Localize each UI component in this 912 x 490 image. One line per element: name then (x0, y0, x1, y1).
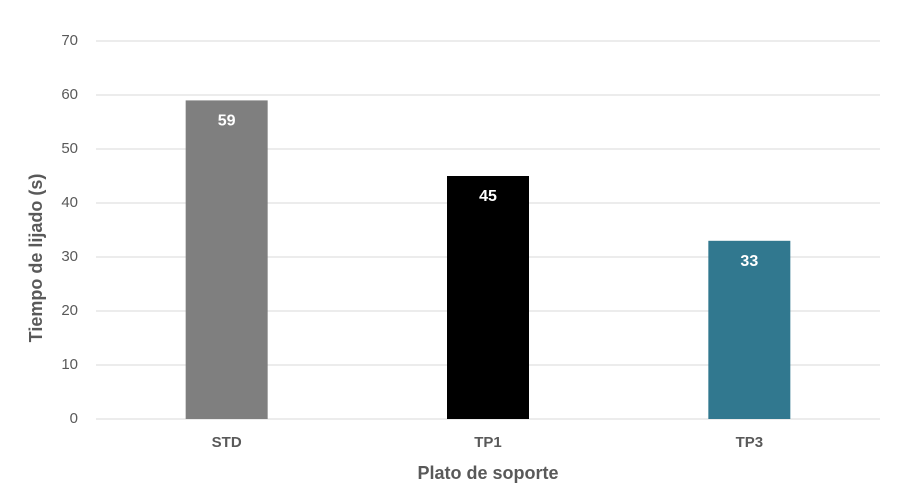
bar (447, 176, 529, 419)
y-tick-label: 0 (70, 410, 78, 427)
y-tick-label: 40 (61, 194, 78, 211)
bar (708, 240, 791, 419)
data-label: 59 (218, 113, 236, 130)
data-label: 33 (740, 253, 758, 270)
x-tick-label: TP1 (474, 434, 502, 451)
data-label: 45 (479, 188, 497, 205)
x-tick-label: TP3 (736, 434, 764, 451)
y-tick-label: 50 (61, 140, 78, 157)
y-tick-label: 10 (61, 356, 78, 373)
y-tick-label: 20 (61, 302, 78, 319)
bar (185, 100, 268, 420)
y-tick-label: 70 (61, 32, 78, 49)
y-tick-label: 60 (61, 86, 78, 103)
x-axis-title: Plato de soporte (417, 463, 558, 483)
y-tick-label: 30 (61, 248, 78, 265)
y-axis-title: Tiempo de lijado (s) (26, 174, 46, 343)
x-tick-label: STD (212, 434, 242, 451)
